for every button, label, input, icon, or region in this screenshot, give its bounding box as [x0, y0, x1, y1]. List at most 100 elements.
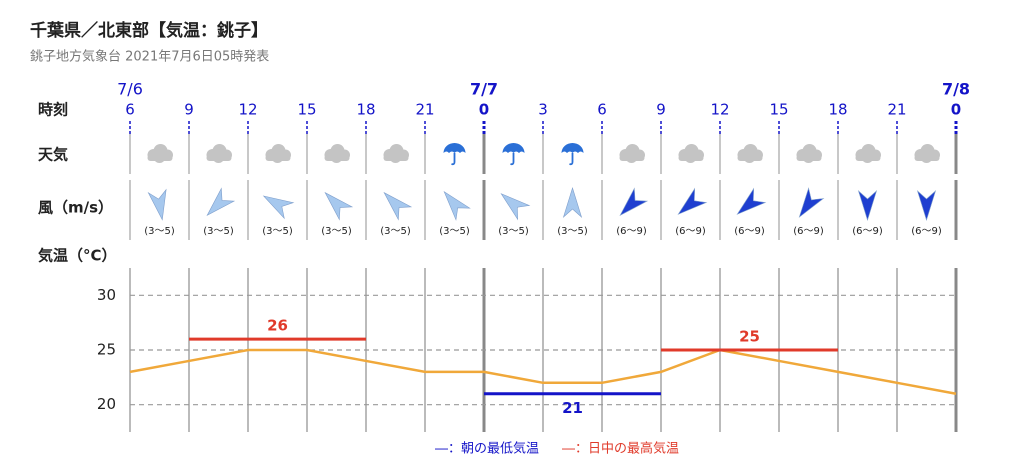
wind-range: (3～5) — [498, 226, 529, 237]
date-label: 7/6 — [117, 80, 143, 99]
weather-icon — [383, 144, 409, 163]
wind-arrow-group — [147, 188, 167, 221]
hour-label: 0 — [951, 101, 961, 119]
weather-icon — [796, 144, 822, 163]
wind-arrow-group — [324, 191, 354, 221]
weather-icon — [147, 144, 173, 163]
cloud-part — [206, 155, 232, 161]
wind-range: (3～5) — [262, 226, 293, 237]
row-label: 時刻 — [38, 101, 68, 119]
wind-arrow-group — [383, 191, 413, 221]
hour-label: 15 — [769, 101, 788, 119]
wind-arrow — [147, 188, 167, 221]
weather-icon — [206, 144, 232, 163]
wind-arrow-group — [916, 190, 937, 222]
cloud-part — [855, 155, 881, 161]
wind-range: (3～5) — [144, 226, 175, 237]
wind-range: (6～9) — [793, 226, 824, 237]
wind-range: (6～9) — [616, 226, 647, 237]
wind-arrow — [324, 191, 354, 221]
wind-arrow — [736, 187, 767, 215]
wind-range: (6～9) — [852, 226, 883, 237]
temperature-line — [129, 348, 957, 395]
wind-range: (3～5) — [203, 226, 234, 237]
hour-label: 18 — [356, 101, 375, 119]
cloud-part — [737, 155, 763, 161]
umbrella-handle — [569, 153, 574, 166]
wind-arrow-group — [619, 187, 649, 217]
cloud-part — [619, 155, 645, 161]
wind-arrow — [798, 187, 825, 218]
wind-range: (3～5) — [321, 226, 352, 237]
wind-arrow-group — [677, 187, 708, 215]
cloud-part — [324, 155, 350, 161]
umbrella-canopy — [561, 143, 584, 153]
wind-range: (3～5) — [557, 226, 588, 237]
wind-arrow — [262, 195, 295, 220]
wind-arrow-group — [857, 190, 878, 222]
weather-icon — [678, 144, 704, 163]
cloud-part — [265, 155, 291, 161]
wind-arrow-group — [443, 190, 471, 221]
wind-arrow — [619, 187, 649, 217]
weather-icon — [324, 144, 350, 163]
row-label: 気温（°C） — [38, 247, 117, 265]
weather-icon — [619, 144, 645, 163]
wind-range: (6～9) — [734, 226, 765, 237]
wind-arrow-group — [736, 187, 767, 215]
title: 千葉県／北東部【気温：銚子】 — [30, 20, 268, 41]
hour-label: 21 — [887, 101, 906, 119]
wind-arrow-group — [500, 193, 531, 221]
hour-label: 0 — [479, 101, 489, 119]
cloud-part — [147, 155, 173, 161]
wind-arrow-group — [798, 187, 825, 218]
hour-label: 9 — [184, 101, 194, 119]
daily_max-label: 25 — [739, 328, 760, 346]
hour-label: 21 — [415, 101, 434, 119]
umbrella-canopy — [443, 143, 466, 153]
wind-arrow — [206, 187, 236, 217]
hour-label: 12 — [238, 101, 257, 119]
hour-label: 9 — [656, 101, 666, 119]
cloud-part — [678, 155, 704, 161]
wind-arrow — [857, 190, 878, 222]
weather-icon — [502, 143, 525, 166]
subtitle: 銚子地方気象台 2021年7月6日05時発表 — [30, 49, 269, 65]
wind-arrow-group — [206, 187, 236, 217]
wind-range: (3～5) — [380, 226, 411, 237]
wind-arrow — [500, 193, 531, 221]
umbrella-handle — [451, 153, 456, 166]
hour-label: 6 — [125, 101, 135, 119]
weather-icon — [737, 144, 763, 163]
wind-arrow — [677, 187, 708, 215]
wind-arrow-group — [262, 195, 295, 220]
y-tick-label: 25 — [97, 341, 116, 359]
weather-icon — [561, 143, 584, 166]
weather-icon — [265, 144, 291, 163]
daily_min-label: 21 — [562, 399, 583, 417]
wind-arrow — [562, 186, 583, 218]
weather-icon — [443, 143, 466, 166]
hour-label: 15 — [297, 101, 316, 119]
row-label: 天気 — [38, 146, 68, 164]
umbrella-canopy — [502, 143, 525, 153]
weather-icon — [914, 144, 940, 163]
hour-label: 3 — [538, 101, 548, 119]
cloud-part — [914, 155, 940, 161]
wind-arrow — [383, 191, 413, 221]
wind-range: (6～9) — [911, 226, 942, 237]
cloud-part — [796, 155, 822, 161]
hour-label: 6 — [597, 101, 607, 119]
y-tick-label: 20 — [97, 395, 116, 413]
date-label: 7/8 — [942, 80, 970, 99]
cloud-part — [383, 155, 409, 161]
wind-arrow-group — [562, 186, 583, 218]
wind-arrow — [916, 190, 937, 222]
daily_max-label: 26 — [267, 317, 288, 335]
wind-range: (3～5) — [439, 226, 470, 237]
weather-icon — [855, 144, 881, 163]
legend-max: ―：日中の最高気温 — [562, 441, 679, 457]
legend-min: ―：朝の最低気温 — [435, 441, 539, 457]
umbrella-handle — [510, 153, 515, 166]
